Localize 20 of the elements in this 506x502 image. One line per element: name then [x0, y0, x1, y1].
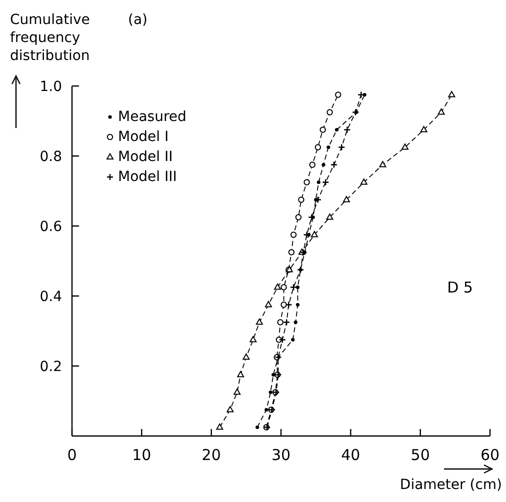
- y-tick-label: 0.4: [40, 289, 62, 305]
- x-axis-title: Diameter (cm): [400, 477, 502, 493]
- x-tick-label: 40: [341, 446, 360, 464]
- legend-label: Model II: [118, 149, 173, 165]
- legend-label: Model III: [118, 169, 177, 185]
- x-tick-label: 30: [271, 446, 291, 464]
- chart-title: (a): [128, 12, 148, 28]
- x-tick-label: 60: [480, 446, 500, 464]
- x-tick-label: 10: [132, 446, 152, 464]
- annotation: D 5: [447, 278, 473, 296]
- x-tick-label: 20: [202, 446, 221, 464]
- y-axis-title: Cumulative frequency distribution: [10, 12, 90, 64]
- y-tick-label: 0.2: [40, 359, 62, 375]
- x-tick-label: 50: [410, 446, 430, 464]
- legend-label: Model I: [118, 129, 169, 145]
- y-tick-label: 0.8: [40, 149, 62, 165]
- y-tick-label: 1.0: [40, 79, 62, 95]
- y-tick-label: 0.6: [40, 219, 62, 235]
- x-tick-label: 0: [67, 446, 77, 464]
- legend-label: Measured: [118, 109, 186, 125]
